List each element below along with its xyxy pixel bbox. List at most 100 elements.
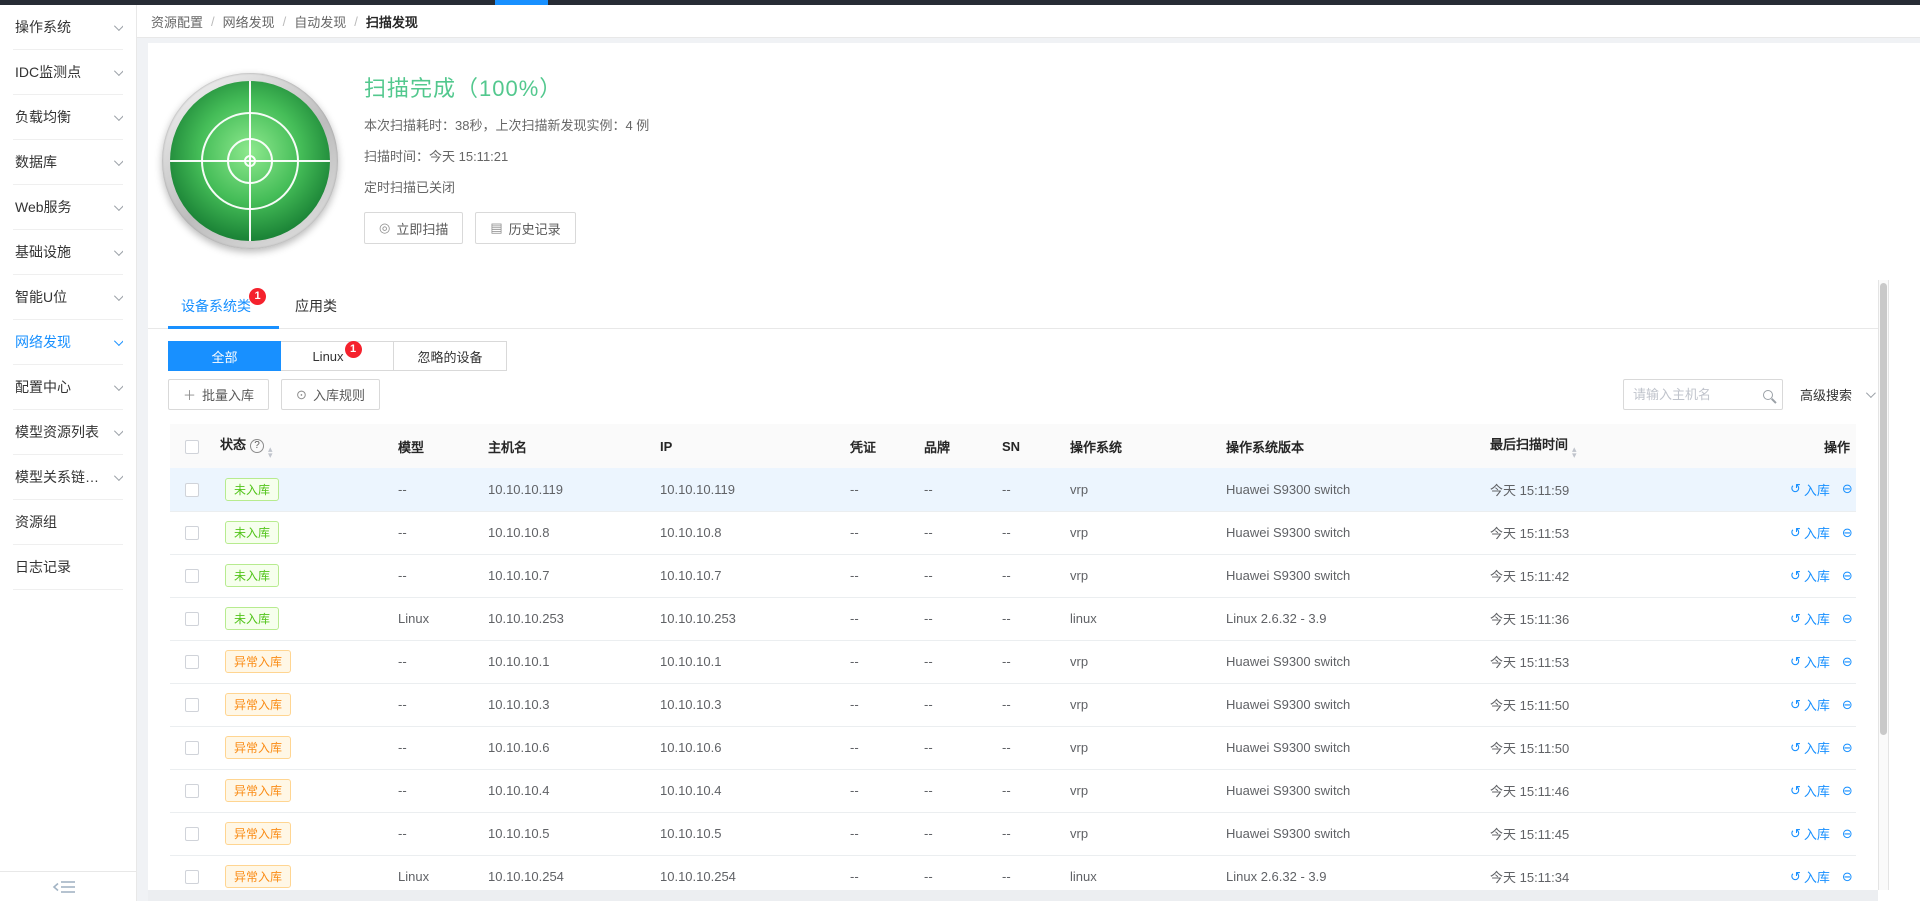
advanced-search-toggle[interactable]: 高级搜索 [1800,379,1876,410]
sidebar-item-smart-u[interactable]: 智能U位 [13,275,123,320]
cell-host: 10.10.10.6 [488,740,550,755]
cell-ip: 10.10.10.253 [660,611,736,626]
help-circle-icon[interactable]: ? [250,439,265,453]
cell-credential: -- [850,654,859,669]
cell-ip: 10.10.10.4 [660,783,722,798]
import-link[interactable]: ↺ 入库 [1790,825,1830,843]
filter-ignored-button[interactable]: 忽略的设备 [394,341,507,371]
sidebar-item-logs[interactable]: 日志记录 [13,545,123,590]
sidebar-item-web[interactable]: Web服务 [13,185,123,230]
ignore-link[interactable]: ⊖忽略 [1842,695,1856,714]
history-button[interactable]: ▤ 历史记录 [475,212,576,244]
sidebar-item-loadbalance[interactable]: 负载均衡 [13,95,123,140]
row-checkbox[interactable] [185,870,199,885]
row-checkbox[interactable] [185,612,199,627]
cell-sn: -- [1002,826,1011,841]
cell-ip: 10.10.10.3 [660,697,722,712]
ignore-icon: ⊖ [1841,696,1853,712]
ignore-link[interactable]: ⊖忽略 [1842,867,1856,886]
import-link[interactable]: ↺ 入库 [1790,610,1830,628]
import-link[interactable]: ↺ 入库 [1790,481,1830,498]
cell-ip: 10.10.10.6 [660,740,722,755]
col-sn: SN [1002,438,1021,454]
ignore-link[interactable]: ⊖忽略 [1842,824,1856,843]
import-link[interactable]: ↺ 入库 [1790,696,1830,714]
cell-brand: -- [924,783,933,798]
sidebar-item-idc[interactable]: IDC监测点 [13,50,123,95]
ignore-link[interactable]: ⊖忽略 [1842,566,1856,585]
import-link[interactable]: ↺ 入库 [1790,524,1830,542]
cell-last-scan-time: 今天 15:11:50 [1490,698,1570,713]
ignore-icon: ⊖ [1841,868,1853,884]
row-checkbox[interactable] [185,526,199,541]
import-link[interactable]: ↺ 入库 [1790,868,1830,886]
cell-last-scan-time: 今天 15:11:42 [1490,569,1570,584]
ignore-link[interactable]: ⊖忽略 [1842,523,1856,542]
col-last-scan-time[interactable]: 最后扫描时间 ▴ ▾ [1490,437,1577,460]
table-row: 未入库 -- 10.10.10.8 10.10.10.8 -- -- -- vr… [170,511,1856,554]
batch-import-button[interactable]: ＋ 批量入库 [168,379,270,410]
cell-ip: 10.10.10.1 [660,654,722,669]
table-header-row: 状态? ▴ ▾ 模型 主机名 IP 凭证 品牌 SN 操作系统 操作系统版本 最后扫… [170,424,1856,468]
ignore-link[interactable]: ⊖忽略 [1842,609,1856,628]
sidebar-item-infra[interactable]: 基础设施 [13,230,123,275]
sidebar-item-model-relations[interactable]: 模型关系链列... [13,455,123,500]
collapse-sidebar-icon[interactable] [52,879,76,895]
sidebar-item-os[interactable]: 操作系统 [13,5,123,50]
sidebar-item-resource-group[interactable]: 资源组 [13,500,123,545]
status-badge: 异常入库 [225,736,292,759]
row-checkbox[interactable] [185,569,199,584]
sort-icon[interactable]: ▴ ▾ [1572,444,1577,460]
breadcrumb-item[interactable]: 资源配置 [151,14,204,30]
browser-top-strip [0,0,1920,5]
import-link[interactable]: ↺ 入库 [1790,653,1830,671]
search-input[interactable] [1633,387,1757,402]
cell-last-scan-time: 今天 15:11:36 [1490,612,1570,627]
import-rules-button[interactable]: ⊙ 入库规则 [281,379,380,410]
col-status[interactable]: 状态? ▴ ▾ [220,437,273,460]
sort-icon[interactable]: ▴ ▾ [268,444,273,460]
col-credential: 凭证 [850,439,877,455]
cell-host: 10.10.10.3 [488,697,550,712]
ignore-link[interactable]: ⊖忽略 [1842,738,1856,757]
sidebar-item-config-center[interactable]: 配置中心 [13,365,123,410]
cell-brand: -- [924,869,933,884]
status-badge: 异常入库 [225,650,292,673]
ignore-icon: ⊖ [1841,653,1853,669]
cell-os: vrp [1070,826,1089,841]
row-checkbox[interactable] [185,741,199,756]
cell-last-scan-time: 今天 15:11:45 [1490,827,1570,842]
breadcrumb-item[interactable]: 网络发现 [222,14,275,30]
row-checkbox[interactable] [185,827,199,842]
cell-host: 10.10.10.1 [488,654,550,669]
chevron-down-icon [113,245,123,256]
sidebar-item-database[interactable]: 数据库 [13,140,123,185]
sidebar-item-model-resources[interactable]: 模型资源列表 [13,410,123,455]
import-link[interactable]: ↺ 入库 [1790,739,1830,757]
col-brand: 品牌 [924,439,951,455]
search-icon[interactable] [1763,389,1773,400]
breadcrumb-item[interactable]: 自动发现 [294,14,347,30]
ignore-link[interactable]: ⊖忽略 [1842,781,1856,800]
import-link[interactable]: ↺ 入库 [1790,567,1830,585]
row-checkbox[interactable] [185,483,199,498]
scan-now-button[interactable]: ◎ 立即扫描 [364,212,464,244]
row-checkbox[interactable] [185,784,199,799]
scrollbar-thumb[interactable] [1880,283,1887,735]
ignore-link[interactable]: ⊖忽略 [1842,652,1856,671]
sidebar-item-network-discovery[interactable]: 网络发现 [13,320,123,365]
ignore-link[interactable]: ⊖忽略 [1842,480,1856,499]
filter-all-button[interactable]: 全部 [168,341,281,371]
row-checkbox[interactable] [185,655,199,670]
cell-credential: -- [850,525,859,540]
cell-credential: -- [850,869,859,884]
table-row: 未入库 -- 10.10.10.119 10.10.10.119 -- -- -… [170,468,1856,511]
row-checkbox[interactable] [185,698,199,713]
tab-application[interactable]: 应用类 [295,298,337,314]
import-link[interactable]: ↺ 入库 [1790,782,1830,800]
sidebar: 操作系统 IDC监测点 负载均衡 数据库 Web服务 基础设施 智能U位 网络发… [0,5,137,901]
tab-device-system[interactable]: 设备系统类 1 [168,283,279,329]
select-all-checkbox[interactable] [185,439,199,454]
filter-linux-button[interactable]: Linux 1 [281,340,394,371]
status-badge: 异常入库 [225,779,292,802]
